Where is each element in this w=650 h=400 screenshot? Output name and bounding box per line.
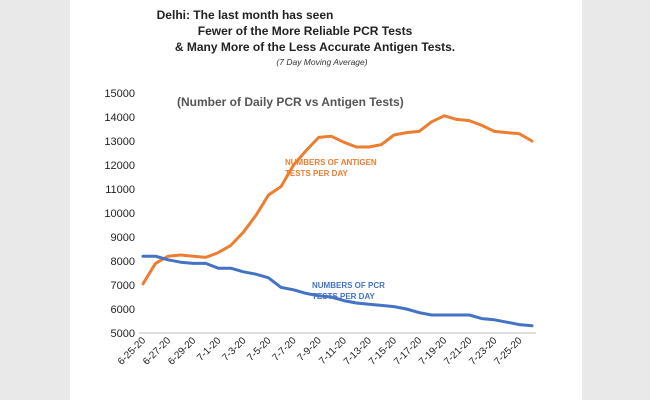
x-tick-label: 6-29-20 <box>166 335 198 367</box>
pcr-annotation-line-1: NUMBERS OF PCR <box>312 281 385 290</box>
y-tick-label: 15000 <box>104 88 135 100</box>
antigen-series-line <box>141 114 534 286</box>
chart: Delhi: The last month has seen Fewer of … <box>104 8 536 367</box>
y-tick-label: 7000 <box>111 280 135 292</box>
antigen-annotation-line-1: NUMBERS OF ANTIGEN <box>285 158 377 167</box>
x-tick-label: 7-5-20 <box>245 335 274 364</box>
x-tick-label: 7-7-20 <box>270 335 299 364</box>
chart-title-line-2: Fewer of the More Reliable PCR Tests <box>198 24 413 38</box>
y-tick-label: 6000 <box>111 304 135 316</box>
pcr-series-line <box>141 254 534 328</box>
antigen-annotation-line-2: TESTS PER DAY <box>285 169 348 178</box>
y-axis: 5000 6000 7000 8000 9000 10000 11000 12000 13000… <box>104 88 135 340</box>
x-tick-label: 7-25-20 <box>492 335 524 367</box>
y-tick-label: 9000 <box>111 232 135 244</box>
inner-chart-title: (Number of Daily PCR vs Antigen Tests) <box>177 95 404 109</box>
chart-title-line-1: Delhi: The last month has seen <box>157 8 334 22</box>
chart-title-line-3: & Many More of the Less Accurate Antigen… <box>175 40 455 54</box>
x-axis: 6-25-206-27-206-29-207-1-207-3-207-5-207… <box>116 332 536 367</box>
pcr-annotation-line-2: TESTS PER DAY <box>312 292 375 301</box>
x-tick-label: 7-3-20 <box>220 335 249 364</box>
chart-subtitle: (7 Day Moving Average) <box>276 57 367 67</box>
y-tick-label: 11000 <box>105 184 135 196</box>
y-tick-label: 10000 <box>104 208 135 220</box>
y-tick-label: 13000 <box>104 136 135 148</box>
y-tick-label: 14000 <box>104 112 135 124</box>
y-tick-label: 8000 <box>111 256 135 268</box>
y-tick-label: 12000 <box>104 160 135 172</box>
series-layer <box>141 114 534 328</box>
y-tick-label: 5000 <box>111 328 135 340</box>
chart-card: Delhi: The last month has seen Fewer of … <box>70 0 582 400</box>
x-tick-label: 7-1-20 <box>195 335 224 364</box>
